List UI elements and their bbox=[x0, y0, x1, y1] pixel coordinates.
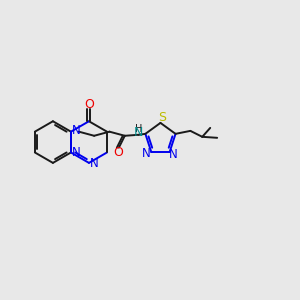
Text: N: N bbox=[89, 158, 98, 170]
Text: N: N bbox=[134, 126, 143, 139]
Text: N: N bbox=[71, 146, 80, 159]
Text: O: O bbox=[113, 146, 123, 159]
Text: O: O bbox=[84, 98, 94, 111]
Text: N: N bbox=[142, 147, 151, 160]
Text: N: N bbox=[169, 148, 178, 161]
Text: H: H bbox=[135, 124, 142, 134]
Text: N: N bbox=[71, 124, 80, 137]
Text: S: S bbox=[158, 111, 166, 124]
